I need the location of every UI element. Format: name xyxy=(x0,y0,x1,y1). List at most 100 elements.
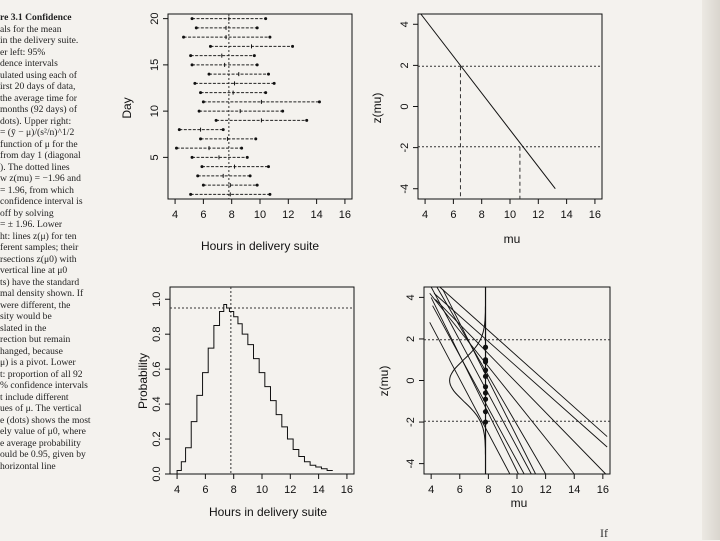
y-tick-label: -2 xyxy=(405,417,417,427)
y-tick-label: 2 xyxy=(399,62,411,68)
caption-line: from day 1 (diagonal xyxy=(0,150,81,161)
y-tick-label: 4 xyxy=(399,21,411,27)
caption-line: mal density shown. If xyxy=(0,288,84,299)
caption-line: als for the mean xyxy=(0,23,62,35)
lower-left-reference-lines xyxy=(170,287,354,474)
x-tick-label: 14 xyxy=(568,484,580,496)
x-tick-label: 6 xyxy=(450,209,456,221)
y-tick-label: 4 xyxy=(405,294,417,300)
lower-right-y-label: z(mu) xyxy=(377,366,391,397)
interval-high-point xyxy=(254,137,258,141)
intersection-dot xyxy=(482,390,489,396)
upper-right-plot-frame xyxy=(417,13,603,200)
interval-low-point xyxy=(190,63,194,67)
caption-line: were different, the xyxy=(0,299,71,311)
lower-right-z-lines xyxy=(429,286,608,475)
x-tick-label: 8 xyxy=(229,209,235,221)
caption-line: ht: lines z(μ) for ten xyxy=(0,230,77,242)
interval-low-point xyxy=(189,192,193,196)
z-mu-line xyxy=(430,286,532,475)
z-mu-line xyxy=(435,299,607,475)
y-tick-label: 15 xyxy=(149,59,161,71)
interval-low-point xyxy=(201,100,205,104)
intersection-dot xyxy=(482,409,489,415)
x-tick-label: 6 xyxy=(457,484,463,496)
intersection-dot xyxy=(482,373,489,379)
caption-line: ould be 0.95, given by xyxy=(0,449,86,460)
upper-left-interval-marks xyxy=(174,16,321,197)
z-mu-line xyxy=(429,322,511,475)
lower-left-plot-frame xyxy=(169,286,355,475)
interval-high-point xyxy=(268,35,272,39)
caption-line: er left: 95% xyxy=(0,46,46,58)
interval-high-point xyxy=(255,183,259,187)
caption-line: e average probability xyxy=(0,437,81,449)
interval-low-point xyxy=(199,91,203,95)
y-tick-label: 2 xyxy=(405,336,417,342)
x-tick-label: 6 xyxy=(202,484,208,496)
y-tick-label: 0.2 xyxy=(151,431,163,446)
x-tick-label: 14 xyxy=(560,209,572,221)
upper-left-x-ticks: 4 6 8 10 12 14 16 xyxy=(172,199,351,221)
x-tick-label: 10 xyxy=(256,484,268,496)
x-tick-label: 10 xyxy=(504,209,516,221)
x-tick-label: 10 xyxy=(511,484,523,496)
y-tick-label: -4 xyxy=(399,184,411,194)
lower-right-critical-lines xyxy=(424,339,610,422)
caption-line: ts) have the standard xyxy=(0,276,80,288)
interval-low-point xyxy=(190,155,194,159)
upper-right-x-label: mu xyxy=(504,232,521,246)
caption-line: = ± 1.96. Lower xyxy=(0,219,63,230)
lower-right-x-ticks: 4 6 8 10 12 14 16 xyxy=(428,474,609,496)
caption-line: ulated using each of xyxy=(0,69,77,81)
interval-low-point xyxy=(196,174,200,178)
caption-line: t: proportion of all 92 xyxy=(0,368,83,380)
y-tick-label: 0 xyxy=(399,103,411,109)
caption-line: months (92 days) of xyxy=(0,104,78,115)
y-tick-label: -2 xyxy=(399,143,411,153)
interval-high-point xyxy=(221,128,225,132)
y-tick-label: 0 xyxy=(405,377,417,383)
figure-caption: re 3.1 Confidence als for the mean in the … xyxy=(0,12,110,472)
page-gutter xyxy=(702,0,720,540)
caption-line: = (ȳ − μ)/(s²/n)^1/2 xyxy=(0,127,75,138)
lower-right-intersection-dots xyxy=(482,344,489,425)
caption-line: in the delivery suite. xyxy=(0,35,79,46)
caption-line: rection but remain xyxy=(0,334,71,345)
x-tick-label: 16 xyxy=(341,484,353,496)
standard-normal-density xyxy=(449,291,486,472)
y-tick-label: 20 xyxy=(149,13,161,25)
lower-left-x-ticks: 4 6 8 10 12 14 16 xyxy=(174,474,353,496)
interval-low-point xyxy=(200,165,204,169)
z-mu-line xyxy=(433,292,608,448)
interval-low-point xyxy=(174,146,178,150)
interval-high-point xyxy=(264,17,268,21)
interval-low-point xyxy=(199,137,203,141)
x-tick-label: 12 xyxy=(539,484,551,496)
y-tick-label: 1.0 xyxy=(151,292,163,307)
z-mu-line xyxy=(442,288,537,475)
z-mu-line xyxy=(429,292,575,475)
upper-left-plot-frame xyxy=(167,13,353,200)
caption-line: confidence interval is xyxy=(0,196,83,207)
interval-high-point xyxy=(252,54,256,58)
interval-high-point xyxy=(248,174,252,178)
interval-low-point xyxy=(197,109,201,113)
interval-high-point xyxy=(255,63,259,67)
lower-left-y-ticks: 0.0 0.2 0.4 0.6 0.8 1.0 xyxy=(151,292,170,482)
interval-high-point xyxy=(305,118,309,122)
x-tick-label: 12 xyxy=(532,209,544,221)
interval-low-point xyxy=(201,183,205,187)
x-tick-label: 10 xyxy=(254,209,266,221)
caption-line: horizontal line xyxy=(0,460,56,472)
upper-right-interval-drop-lines xyxy=(459,66,521,199)
intersection-dot xyxy=(482,419,489,425)
upper-left-x-label: Hours in delivery suite xyxy=(201,239,319,253)
caption-line: slated in the xyxy=(0,322,47,334)
caption-line: w z(mu) = −1.96 and xyxy=(0,173,81,184)
upper-left-y-label: Day xyxy=(120,97,134,118)
interval-high-point xyxy=(255,26,259,30)
caption-line: = 1.96, from which xyxy=(0,184,74,196)
x-tick-label: 16 xyxy=(597,484,609,496)
upper-right-x-ticks: 4 6 8 10 12 14 16 xyxy=(422,199,601,221)
